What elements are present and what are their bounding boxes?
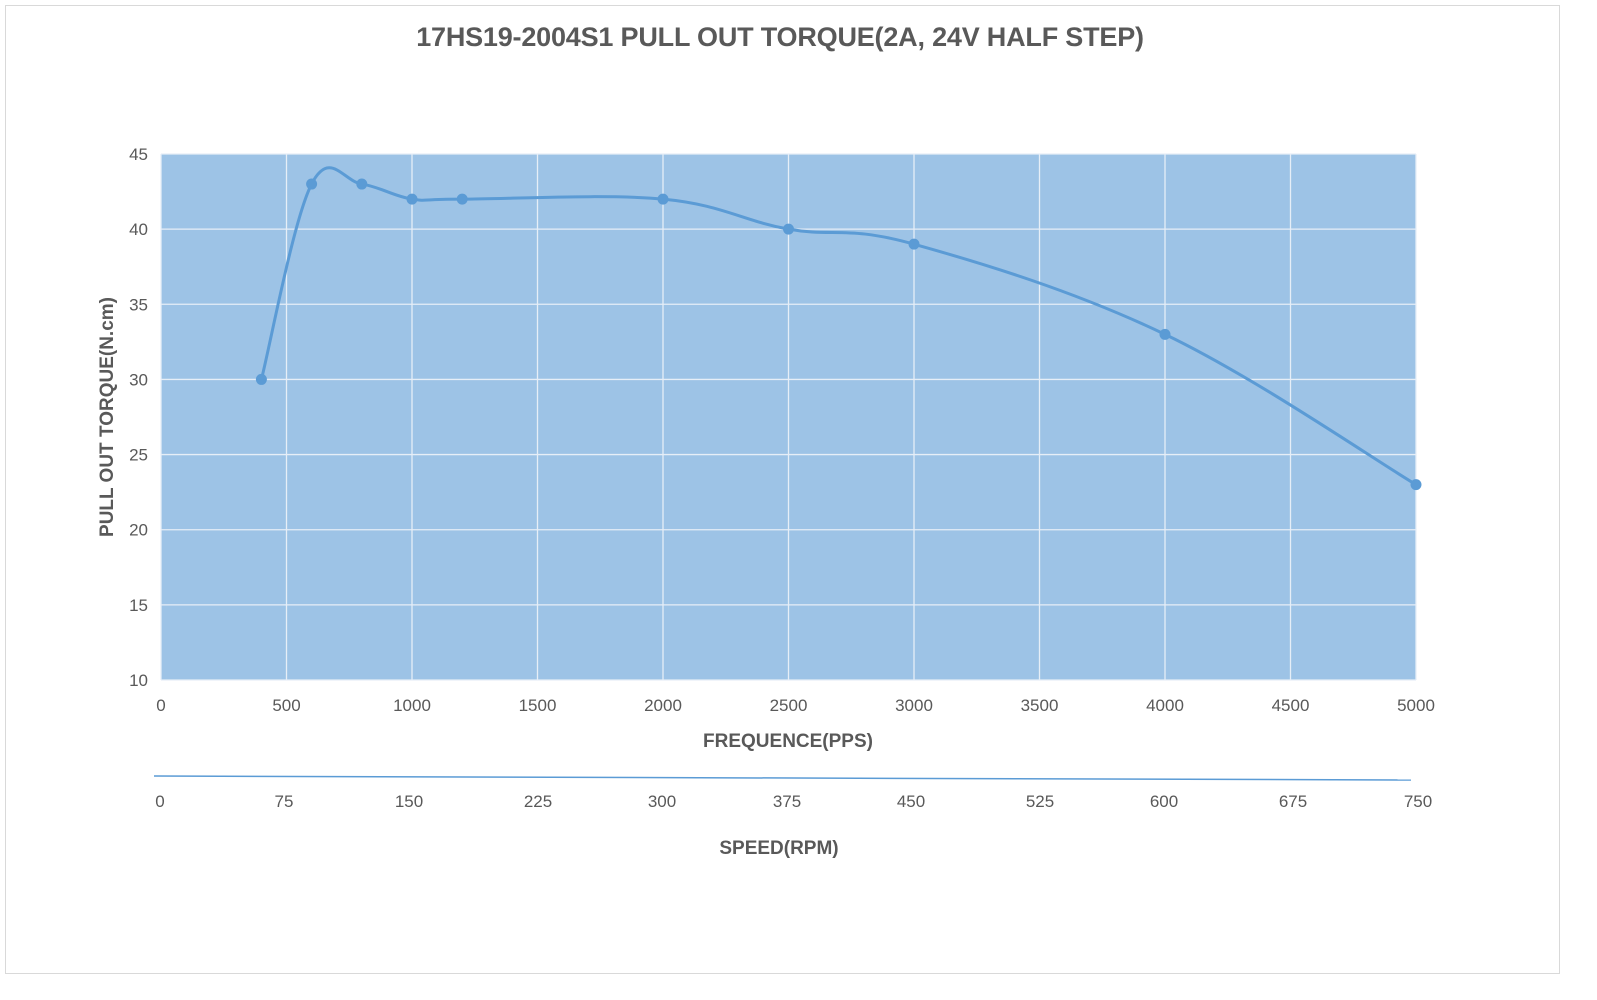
secondary-x-tick-label: 150 xyxy=(395,792,423,811)
data-point xyxy=(356,178,368,190)
secondary-x-tick-label: 300 xyxy=(648,792,676,811)
y-axis-ticks: 10 15 20 25 30 35 40 45 xyxy=(129,145,148,690)
data-point xyxy=(783,223,794,235)
y-axis-title: PULL OUT TORQUE(N.cm) xyxy=(97,297,118,537)
secondary-x-tick-label: 750 xyxy=(1404,792,1432,811)
y-tick-label: 45 xyxy=(129,145,148,164)
data-point xyxy=(1159,328,1171,340)
x-axis-ticks: 0 500 1000 1500 2000 2500 3000 3500 4000 4500 5000 xyxy=(156,696,1435,715)
y-tick-label: 25 xyxy=(129,446,148,465)
x-tick-label: 500 xyxy=(272,696,300,715)
secondary-x-tick-label: 450 xyxy=(897,792,925,811)
x-tick-label: 3500 xyxy=(1021,696,1059,715)
series-markers xyxy=(255,178,1422,491)
x-tick-label: 2500 xyxy=(770,696,808,715)
secondary-x-tick-label: 600 xyxy=(1150,792,1178,811)
data-point xyxy=(456,193,468,205)
y-tick-label: 30 xyxy=(129,370,148,389)
data-point xyxy=(306,178,318,190)
secondary-x-tick-label: 375 xyxy=(773,792,801,811)
y-tick-label: 40 xyxy=(129,220,148,239)
x-tick-label: 3000 xyxy=(895,696,933,715)
secondary-axis-line xyxy=(153,775,1412,781)
secondary-x-axis-ticks: 0 75 150 225 300 375 450 525 600 675 750 xyxy=(155,792,1432,811)
data-point xyxy=(1410,479,1422,491)
x-axis-title: FREQUENCE(PPS) xyxy=(703,731,873,752)
secondary-x-tick-label: 75 xyxy=(275,792,294,811)
x-tick-label: 4500 xyxy=(1272,696,1310,715)
y-tick-label: 10 xyxy=(129,671,148,690)
secondary-x-tick-label: 0 xyxy=(155,792,164,811)
secondary-x-tick-label: 675 xyxy=(1279,792,1307,811)
x-tick-label: 1500 xyxy=(519,696,557,715)
x-tick-label: 1000 xyxy=(393,696,431,715)
data-point xyxy=(908,238,920,250)
data-point xyxy=(406,193,418,205)
y-tick-label: 15 xyxy=(129,596,148,615)
secondary-x-tick-label: 525 xyxy=(1026,792,1054,811)
x-tick-label: 0 xyxy=(156,696,165,715)
secondary-x-axis-title: SPEED(RPM) xyxy=(719,838,838,859)
y-tick-label: 20 xyxy=(129,521,148,540)
chart-title: 17HS19-2004S1 PULL OUT TORQUE(2A, 24V HA… xyxy=(416,22,1144,52)
x-tick-label: 5000 xyxy=(1397,696,1435,715)
x-tick-label: 2000 xyxy=(644,696,682,715)
data-point xyxy=(255,373,267,385)
data-point xyxy=(657,193,669,205)
x-tick-label: 4000 xyxy=(1146,696,1184,715)
y-tick-label: 35 xyxy=(129,295,148,314)
secondary-x-tick-label: 225 xyxy=(524,792,552,811)
